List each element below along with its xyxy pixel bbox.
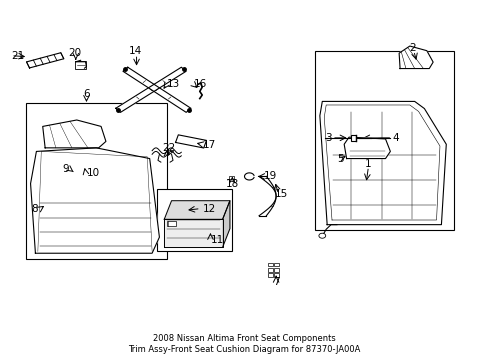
Polygon shape: [116, 67, 186, 112]
Polygon shape: [259, 176, 276, 216]
Polygon shape: [164, 219, 222, 247]
Text: 10: 10: [86, 168, 100, 178]
Polygon shape: [175, 135, 206, 148]
Polygon shape: [319, 102, 446, 225]
Bar: [274, 273, 279, 277]
Text: 13: 13: [166, 78, 180, 89]
Bar: [274, 268, 279, 272]
Bar: [26, 103, 166, 258]
Text: 21: 21: [11, 51, 24, 61]
Text: 22: 22: [162, 143, 175, 153]
Text: 7: 7: [272, 277, 279, 287]
Polygon shape: [164, 201, 229, 219]
Text: 14: 14: [128, 46, 142, 57]
Text: 19: 19: [264, 171, 277, 181]
Text: 3: 3: [325, 133, 331, 143]
Polygon shape: [398, 46, 432, 68]
Text: 17: 17: [203, 140, 216, 150]
Bar: [267, 268, 272, 272]
Text: 11: 11: [210, 235, 223, 245]
Text: 2008 Nissan Altima Front Seat Components: 2008 Nissan Altima Front Seat Components: [153, 334, 335, 343]
Polygon shape: [222, 201, 229, 247]
Polygon shape: [30, 148, 159, 253]
Bar: [267, 273, 272, 277]
Polygon shape: [344, 137, 389, 158]
Text: 18: 18: [225, 179, 239, 189]
Bar: [75, 61, 85, 69]
Polygon shape: [42, 120, 106, 148]
Text: 5: 5: [336, 154, 343, 164]
Text: 9: 9: [62, 164, 69, 174]
Bar: [351, 135, 356, 141]
Bar: [274, 262, 279, 266]
Bar: [166, 221, 176, 226]
Text: 20: 20: [68, 48, 81, 58]
Text: 2: 2: [408, 43, 415, 53]
Text: Trim Assy-Front Seat Cushion Diagram for 87370-JA00A: Trim Assy-Front Seat Cushion Diagram for…: [128, 345, 360, 354]
Bar: [314, 51, 453, 230]
Bar: [228, 176, 233, 181]
Polygon shape: [122, 67, 191, 112]
Text: 4: 4: [392, 133, 399, 143]
Text: 15: 15: [274, 189, 287, 199]
Text: 6: 6: [83, 89, 90, 99]
Text: 12: 12: [203, 203, 216, 213]
Bar: [157, 189, 232, 251]
Circle shape: [318, 233, 325, 238]
Text: 16: 16: [193, 78, 206, 89]
Text: 1: 1: [365, 159, 371, 169]
Bar: [267, 262, 272, 266]
Text: 8: 8: [31, 204, 38, 214]
